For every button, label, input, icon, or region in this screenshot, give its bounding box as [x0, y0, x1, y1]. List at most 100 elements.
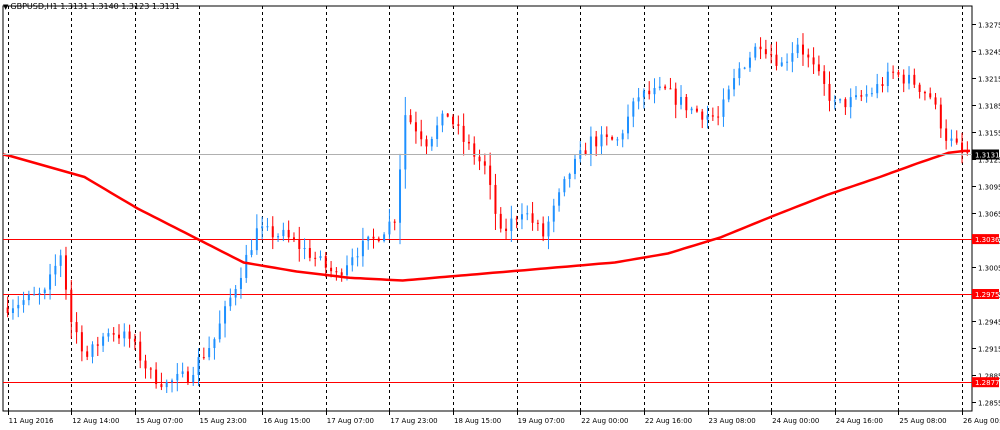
candle-body: [611, 137, 614, 140]
candle: [452, 114, 455, 129]
candle: [664, 84, 667, 91]
candle-body: [314, 257, 317, 259]
candle: [658, 76, 661, 91]
candle: [520, 203, 523, 230]
candle-body: [531, 213, 534, 223]
candle: [383, 232, 386, 243]
candle: [584, 142, 587, 156]
y-tick-label: 1.3155: [978, 130, 1000, 138]
candle: [446, 112, 449, 118]
candle-body: [457, 124, 460, 126]
candle: [149, 367, 152, 379]
candle-body: [908, 74, 911, 84]
candle: [181, 362, 184, 378]
candle: [494, 173, 497, 231]
candle-body: [839, 99, 842, 101]
candle-body: [441, 113, 444, 126]
candle: [711, 107, 714, 121]
candle-body: [112, 333, 115, 335]
y-tick-label: 1.2885: [978, 373, 1000, 381]
candle-body: [64, 255, 67, 290]
level-price-label: 1.2975: [975, 291, 1000, 299]
candle-body: [208, 348, 211, 358]
candle-body: [43, 289, 46, 294]
candle-body: [393, 221, 396, 223]
candle: [218, 310, 221, 343]
candle-body: [748, 57, 751, 68]
candle: [213, 337, 216, 360]
candle: [939, 97, 942, 138]
candle-body: [844, 99, 847, 108]
candle: [430, 136, 433, 151]
candle-body: [409, 115, 412, 123]
candle: [409, 109, 412, 125]
candle-body: [436, 125, 439, 139]
candle: [377, 236, 380, 243]
candle-body: [330, 267, 333, 272]
candle: [478, 149, 481, 171]
candle: [202, 347, 205, 360]
candle: [929, 87, 932, 100]
candle-body: [186, 371, 189, 383]
candle-body: [261, 226, 264, 229]
level-price-tag: [972, 377, 999, 388]
candle: [600, 126, 603, 156]
level-price-tag: [972, 234, 999, 245]
y-tick-label: 1.2855: [978, 400, 1000, 408]
candle: [552, 198, 555, 233]
candle-body: [738, 68, 741, 79]
candle: [75, 312, 78, 344]
candle-body: [345, 265, 348, 276]
candle-body: [674, 88, 677, 105]
candle: [627, 104, 630, 140]
candle: [80, 325, 83, 362]
x-tick-label: 24 Aug 16:00: [836, 417, 883, 425]
level-price-tag: [972, 289, 999, 299]
candle-body: [701, 111, 704, 120]
candle: [255, 214, 258, 255]
candle-body: [91, 344, 94, 357]
candle: [796, 37, 799, 59]
candle-body: [589, 136, 592, 155]
candle: [611, 135, 614, 141]
candle: [356, 247, 359, 267]
candle-body: [515, 218, 518, 220]
candle: [70, 280, 73, 339]
candle-body: [605, 134, 608, 138]
candle: [727, 85, 730, 103]
candle-body: [11, 308, 14, 314]
candle-body: [298, 239, 301, 250]
candle-body: [128, 331, 131, 339]
candle-body: [860, 95, 863, 97]
candle-body: [690, 108, 693, 111]
candle: [505, 218, 508, 240]
current-price-label: 1.3131: [975, 152, 1000, 160]
candle: [420, 119, 423, 147]
candle: [155, 362, 158, 389]
candle: [886, 62, 889, 93]
candle: [680, 85, 683, 110]
candle: [621, 129, 624, 148]
candle: [801, 33, 804, 66]
candle: [706, 105, 709, 129]
candle-body: [627, 116, 630, 134]
candle: [674, 82, 677, 119]
candle: [876, 73, 879, 99]
chart-symbol: GBPUSD,H1: [10, 2, 58, 11]
candle-body: [33, 294, 36, 296]
candle-body: [754, 46, 757, 58]
candle: [319, 250, 322, 261]
candle: [388, 208, 391, 240]
candle-body: [123, 331, 126, 339]
candle: [945, 119, 948, 150]
candle-body: [510, 218, 513, 232]
candle-body: [59, 255, 62, 266]
candle-body: [224, 306, 227, 324]
candle-body: [250, 250, 253, 255]
x-tick-label: 17 Aug 07:00: [327, 417, 374, 425]
candle-body: [759, 46, 762, 50]
x-tick-label: 15 Aug 23:00: [200, 417, 247, 425]
candle: [547, 216, 550, 250]
